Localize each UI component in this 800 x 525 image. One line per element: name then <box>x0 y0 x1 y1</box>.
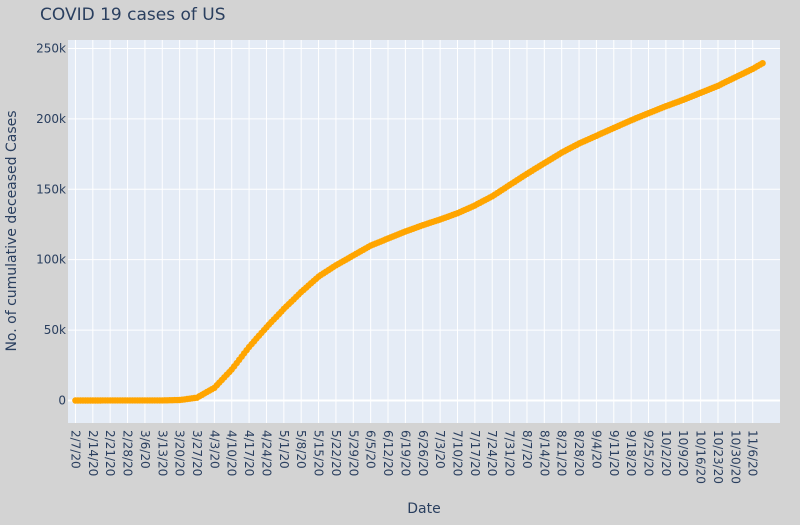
x-tick-label: 9/25/20 <box>642 430 656 476</box>
y-axis-ticks: 0 50k 100k 150k 200k 250k <box>36 41 66 407</box>
x-tick-label: 7/17/20 <box>468 430 482 476</box>
x-axis-ticks: 2/7/20 2/14/20 2/21/20 2/28/20 3/6/20 3/13/20… <box>68 430 759 484</box>
x-tick-label: 6/5/20 <box>364 430 378 469</box>
y-tick-label: 200k <box>36 112 66 126</box>
chart-title: COVID 19 cases of US <box>40 5 226 25</box>
plot-area <box>68 40 780 423</box>
x-tick-label: 4/24/20 <box>259 430 273 476</box>
x-tick-label: 8/28/20 <box>572 430 586 476</box>
x-tick-label: 9/4/20 <box>589 430 603 469</box>
x-tick-label: 2/28/20 <box>121 430 135 476</box>
x-tick-label: 2/14/20 <box>86 430 100 476</box>
x-tick-label: 6/19/20 <box>398 430 412 476</box>
x-axis-title: Date <box>407 501 440 517</box>
x-tick-label: 9/11/20 <box>607 430 621 476</box>
y-tick-label: 50k <box>44 323 66 337</box>
x-tick-label: 8/14/20 <box>537 430 551 476</box>
x-tick-label: 8/21/20 <box>555 430 569 476</box>
x-tick-label: 5/15/20 <box>312 430 326 476</box>
x-tick-label: 5/8/20 <box>294 430 308 469</box>
x-tick-label: 3/6/20 <box>138 430 152 469</box>
x-tick-label: 3/20/20 <box>173 430 187 476</box>
y-axis-title: No. of cumulative deceased Cases <box>4 110 20 351</box>
y-tick-label: 250k <box>36 41 66 55</box>
x-tick-label: 5/22/20 <box>329 430 343 476</box>
x-tick-label: 6/26/20 <box>416 430 430 476</box>
x-tick-label: 3/27/20 <box>190 430 204 476</box>
x-tick-label: 9/18/20 <box>624 430 638 476</box>
gridlines <box>68 40 780 423</box>
data-point <box>759 60 766 67</box>
y-tick-label: 100k <box>36 253 66 267</box>
x-tick-label: 7/10/20 <box>450 430 464 476</box>
y-tick-label: 0 <box>58 393 66 407</box>
y-tick-label: 150k <box>36 182 66 196</box>
x-tick-label: 10/16/20 <box>694 430 708 484</box>
x-tick-label: 7/3/20 <box>433 430 447 469</box>
x-tick-label: 10/23/20 <box>711 430 725 484</box>
x-tick-label: 7/31/20 <box>503 430 517 476</box>
x-tick-label: 2/7/20 <box>68 430 82 469</box>
series-line <box>72 60 766 404</box>
x-tick-label: 5/1/20 <box>277 430 291 469</box>
x-tick-label: 10/30/20 <box>728 430 742 484</box>
x-tick-label: 4/10/20 <box>225 430 239 476</box>
x-tick-label: 4/3/20 <box>207 430 221 469</box>
x-tick-label: 4/17/20 <box>242 430 256 476</box>
x-tick-label: 7/24/20 <box>485 430 499 476</box>
x-tick-label: 6/12/20 <box>381 430 395 476</box>
x-tick-label: 10/2/20 <box>659 430 673 476</box>
x-tick-label: 8/7/20 <box>520 430 534 469</box>
x-tick-label: 3/13/20 <box>155 430 169 476</box>
x-tick-label: 5/29/20 <box>346 430 360 476</box>
x-tick-label: 11/6/20 <box>746 430 760 476</box>
x-tick-label: 10/9/20 <box>676 430 690 476</box>
x-tick-label: 2/21/20 <box>103 430 117 476</box>
